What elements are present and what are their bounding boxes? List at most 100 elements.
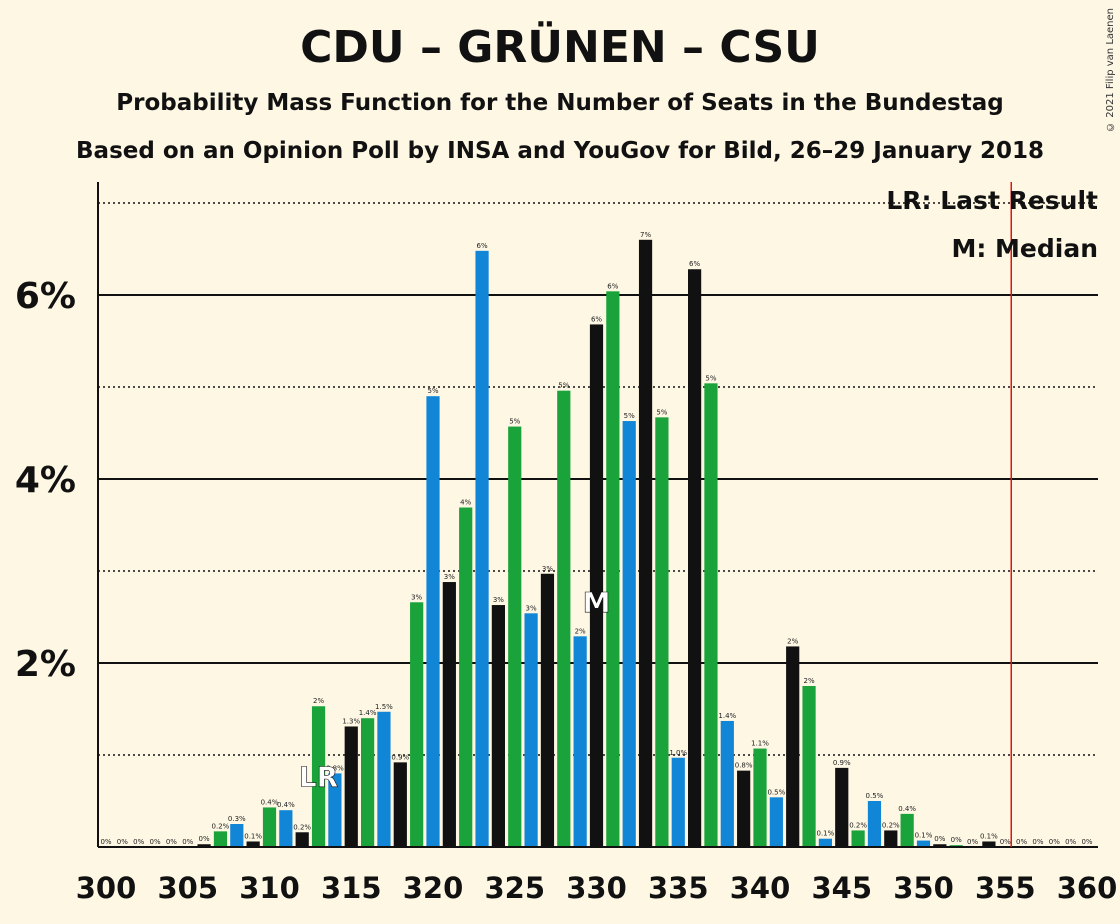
bar <box>916 840 931 847</box>
x-tick-label: 355 <box>975 871 1036 905</box>
bar-value-label: 0.2% <box>293 823 311 831</box>
bar <box>442 582 456 847</box>
bar-value-label: 0% <box>166 838 177 846</box>
bar <box>753 748 767 847</box>
bar <box>688 269 702 847</box>
bar-value-label: 0.5% <box>767 788 785 796</box>
bar <box>262 807 277 847</box>
bar <box>328 773 342 847</box>
bar-value-label: 3% <box>411 593 422 601</box>
x-tick-label: 345 <box>811 871 872 905</box>
bar <box>671 757 685 847</box>
x-tick-label: 300 <box>76 871 137 905</box>
bar-value-label: 3% <box>493 596 504 604</box>
bar-value-label: 0.2% <box>212 822 230 830</box>
bar-value-label: 0.2% <box>882 821 900 829</box>
bar <box>361 718 375 847</box>
bar <box>311 706 326 847</box>
legend-median: M: Median <box>951 234 1098 263</box>
bar-value-label: 0.8% <box>735 762 753 770</box>
bar <box>606 291 620 847</box>
bar-value-label: 5% <box>656 408 667 416</box>
bar <box>802 686 816 847</box>
bar <box>491 605 505 847</box>
legend-last-result: LR: Last Result <box>886 186 1098 215</box>
bar <box>835 767 849 847</box>
bar-value-label: 4% <box>460 499 471 507</box>
bar-value-label: 0% <box>1016 838 1027 846</box>
bar-value-label: 5% <box>624 412 635 420</box>
bar <box>589 324 604 847</box>
bar-value-label: 5% <box>705 374 716 382</box>
x-tick-label: 320 <box>403 871 464 905</box>
bar-value-label: 0.1% <box>244 832 262 840</box>
bar-value-label: 5% <box>558 382 569 390</box>
bar-value-label: 0% <box>149 838 160 846</box>
bar <box>377 711 391 847</box>
y-tick-label: 6% <box>15 276 76 317</box>
bar <box>769 797 783 847</box>
bar-value-label: 6% <box>607 282 618 290</box>
bar-value-label: 0% <box>117 838 128 846</box>
bar-value-label: 0.1% <box>915 832 933 840</box>
x-tick-label: 350 <box>893 871 954 905</box>
x-tick-label: 310 <box>239 871 300 905</box>
bar-value-label: 5% <box>427 387 438 395</box>
bar-value-label: 0% <box>934 835 945 843</box>
bar-value-label: 0% <box>951 836 962 844</box>
bar-value-label: 0% <box>182 838 193 846</box>
chart-subtitle-source: Based on an Opinion Poll by INSA and You… <box>76 138 1044 164</box>
bar <box>344 726 358 847</box>
bar-value-label: 0.2% <box>849 821 867 829</box>
bar <box>933 844 947 847</box>
bar <box>655 417 669 847</box>
bar-value-label: 6% <box>591 315 602 323</box>
bar <box>786 646 800 847</box>
bar-value-label: 1.4% <box>718 712 736 720</box>
bar-value-label: 2% <box>787 637 798 645</box>
bar-value-label: 1.0% <box>669 749 687 757</box>
bar-value-label: 0.9% <box>391 753 409 761</box>
bar-value-label: 0.4% <box>898 805 916 813</box>
bar-value-label: 1.5% <box>375 703 393 711</box>
bar <box>737 770 751 847</box>
bar-value-label: 1.1% <box>751 740 769 748</box>
y-tick-label: 2% <box>15 644 76 685</box>
bar-value-label: 3% <box>444 573 455 581</box>
bar-value-label: 0% <box>1000 838 1011 846</box>
bar-value-label: 6% <box>689 260 700 268</box>
bar-value-label: 2% <box>575 627 586 635</box>
bar-value-label: 5% <box>509 418 520 426</box>
median-marker: M <box>583 586 611 619</box>
bar <box>508 426 522 847</box>
bar-value-label: 0% <box>1065 838 1076 846</box>
y-tick-label: 4% <box>15 460 76 501</box>
bar-value-label: 2% <box>313 697 324 705</box>
bar <box>410 602 424 847</box>
bar <box>704 383 718 847</box>
chart-title: CDU – GRÜNEN – CSU <box>300 22 820 73</box>
chart-subtitle: Probability Mass Function for the Number… <box>116 90 1004 116</box>
bar <box>197 844 211 847</box>
bar-value-label: 7% <box>640 231 651 239</box>
bar <box>720 720 734 847</box>
bar <box>295 832 309 847</box>
bar <box>540 573 555 847</box>
x-tick-label: 360 <box>1057 871 1118 905</box>
bar <box>393 762 407 847</box>
x-tick-label: 330 <box>566 871 627 905</box>
last-result-marker: LR <box>299 760 338 793</box>
bar <box>851 830 865 847</box>
bar-value-label: 0% <box>1049 838 1060 846</box>
x-tick-label: 335 <box>648 871 709 905</box>
x-tick-label: 305 <box>157 871 218 905</box>
bar-value-label: 0% <box>967 838 978 846</box>
bar-value-label: 0% <box>1081 838 1092 846</box>
bar <box>426 396 440 847</box>
bar-value-label: 0.4% <box>277 801 295 809</box>
bar <box>230 824 244 847</box>
bar-value-label: 2% <box>803 677 814 685</box>
bar-value-label: 0.5% <box>866 792 884 800</box>
bar <box>638 239 653 848</box>
